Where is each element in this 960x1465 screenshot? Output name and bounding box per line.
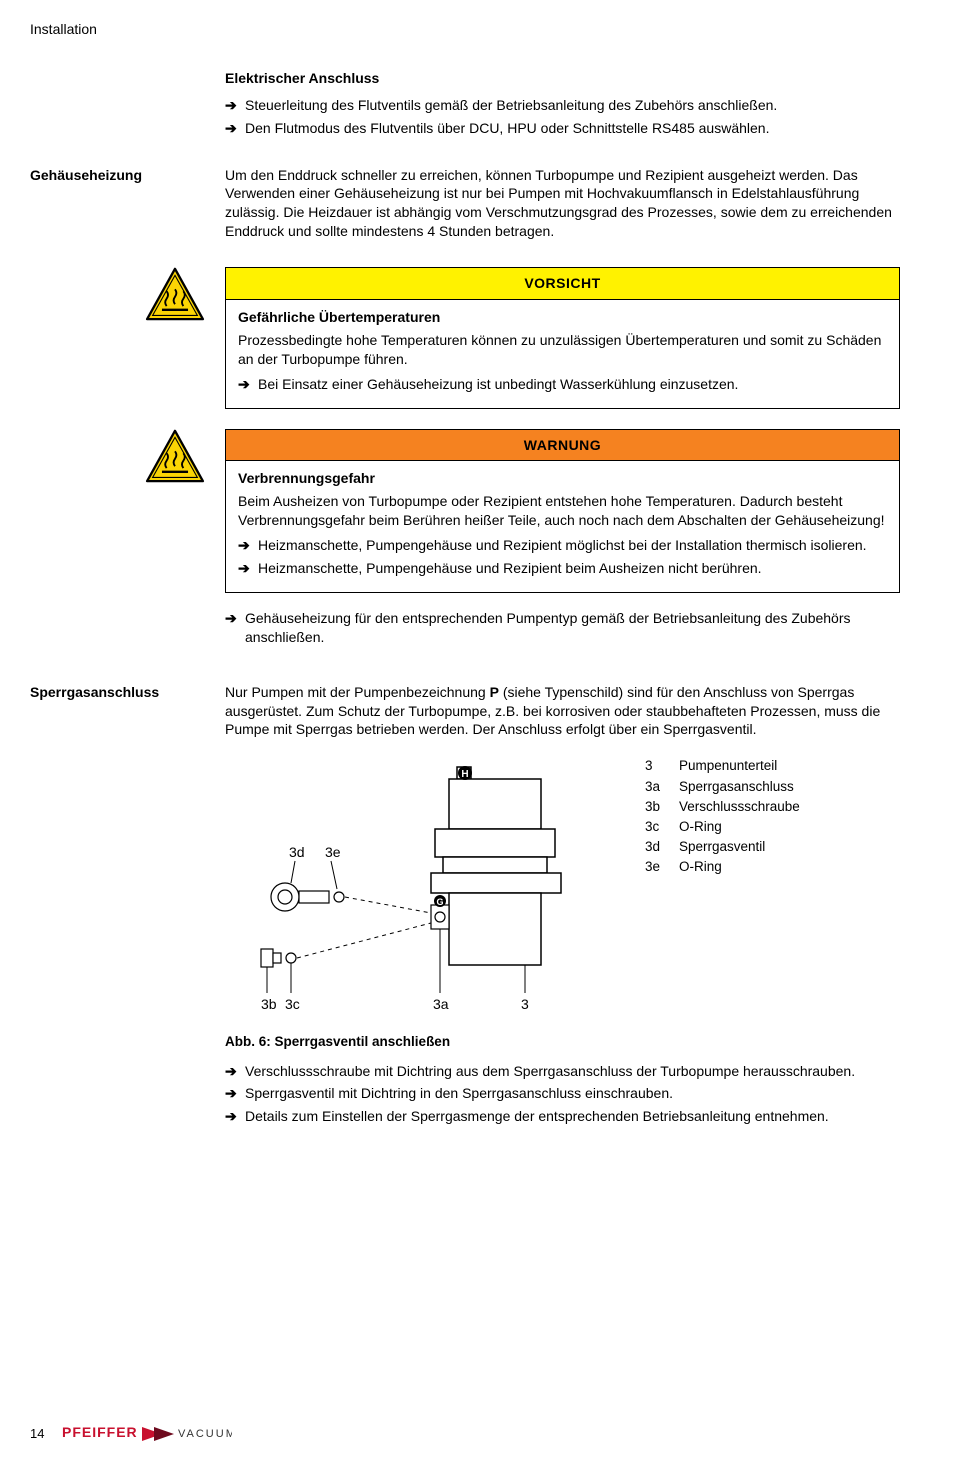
- figure-sperrgasventil: 3d 3e 3b 3c 3a 3 H: [225, 757, 615, 1017]
- list-item: Heizmanschette, Pumpengehäuse und Rezipi…: [238, 559, 887, 578]
- notice-title: Verbrennungsgefahr: [238, 469, 887, 488]
- notice-text: Prozessbedingte hohe Temperaturen können…: [238, 331, 887, 369]
- notice-header: VORSICHT: [226, 268, 899, 300]
- list-item: Heizmanschette, Pumpengehäuse und Rezipi…: [238, 536, 887, 555]
- list-item: Bei Einsatz einer Gehäuseheizung ist unb…: [238, 375, 887, 394]
- svg-text:3: 3: [521, 996, 529, 1012]
- list-item: Details zum Einstellen der Sperrgasmenge…: [225, 1107, 900, 1126]
- notice-title: Gefährliche Übertemperaturen: [238, 308, 887, 327]
- notice-box-warnung: WARNUNG Verbrennungsgefahr Beim Ausheize…: [225, 429, 900, 593]
- page-number: 14: [30, 1425, 44, 1443]
- list-item: Steuerleitung des Flutventils gemäß der …: [225, 96, 900, 115]
- paragraph: Um den Enddruck schneller zu erreichen, …: [225, 166, 900, 242]
- margin-label-gehaeuseheizung: Gehäuseheizung: [30, 166, 225, 248]
- list-item: Sperrgasventil mit Dichtring in den Sper…: [225, 1084, 900, 1103]
- running-head: Installation: [30, 20, 900, 39]
- svg-text:G: G: [436, 897, 443, 907]
- brand-logo: PFEIFFER VACUUM: [62, 1423, 232, 1445]
- notice-box-vorsicht: VORSICHT Gefährliche Übertemperaturen Pr…: [225, 267, 900, 408]
- figure-legend: 3Pumpenunterteil 3aSperrgasanschluss 3bV…: [645, 757, 800, 1017]
- svg-text:3a: 3a: [433, 996, 449, 1012]
- svg-text:PFEIFFER: PFEIFFER: [62, 1424, 138, 1440]
- svg-text:3c: 3c: [285, 996, 300, 1012]
- svg-text:3d: 3d: [289, 844, 305, 860]
- list-item: Verschlussschraube mit Dichtring aus dem…: [225, 1062, 900, 1081]
- svg-text:3e: 3e: [325, 844, 341, 860]
- list-item: Gehäuseheizung für den entsprechenden Pu…: [225, 609, 900, 647]
- svg-text:3b: 3b: [261, 996, 277, 1012]
- hot-surface-icon: [145, 429, 225, 593]
- notice-header: WARNUNG: [226, 430, 899, 462]
- svg-text:VACUUM: VACUUM: [178, 1428, 232, 1440]
- list-item: Den Flutmodus des Flutventils über DCU, …: [225, 119, 900, 138]
- margin-label-sperrgasanschluss: Sperrgasanschluss: [30, 683, 225, 1131]
- svg-text:H: H: [461, 769, 468, 780]
- figure-caption: Abb. 6: Sperrgasventil anschließen: [225, 1033, 900, 1051]
- hot-surface-icon: [145, 267, 225, 408]
- section-title-elektrischer-anschluss: Elektrischer Anschluss: [225, 69, 900, 88]
- notice-text: Beim Ausheizen von Turbopumpe oder Rezip…: [238, 492, 887, 530]
- paragraph: Nur Pumpen mit der Pumpenbezeichnung P (…: [225, 683, 900, 740]
